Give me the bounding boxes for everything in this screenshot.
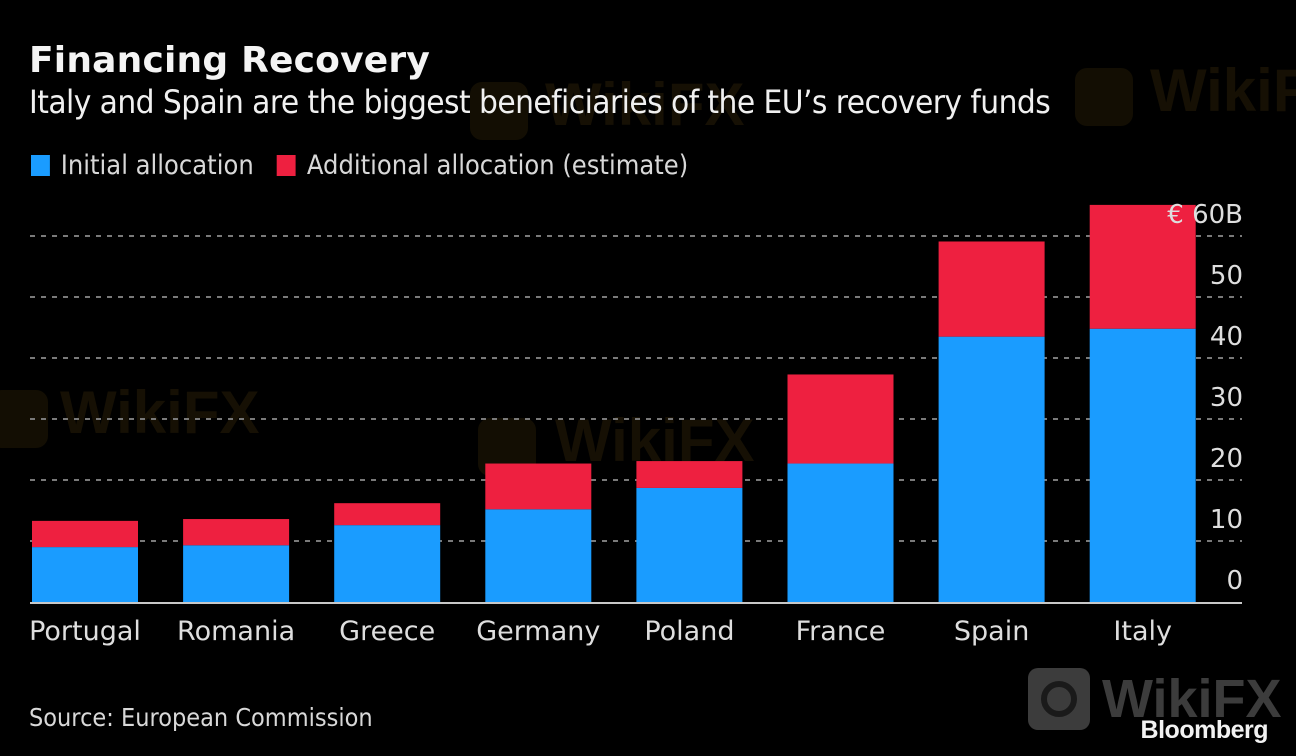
legend-item-initial: Initial allocation [31, 150, 254, 181]
bar-additional-poland [636, 461, 743, 488]
bar-additional-spain [938, 241, 1045, 337]
bar-additional-greece [334, 503, 441, 526]
chart-subtitle: Italy and Spain are the biggest benefici… [29, 83, 1051, 121]
x-tick-label: Germany [476, 616, 600, 647]
y-tick-label: 20 [1210, 444, 1243, 474]
bar-initial-romania [183, 545, 290, 602]
axis: 0 10 20 30 40 50 € 60B Portugal Romania Greece Ger… [29, 200, 1243, 647]
legend-label-initial: Initial allocation [60, 150, 254, 181]
legend: Initial allocation Additional allocation… [31, 150, 712, 181]
bar-initial-france [787, 463, 894, 602]
gridlines [30, 235, 1242, 542]
y-tick-label: 0 [1226, 566, 1243, 596]
y-tick-label: € 60B [1167, 200, 1243, 230]
x-tick-label: Portugal [29, 616, 141, 647]
bar-additional-portugal [32, 520, 138, 548]
legend-label-additional: Additional allocation (estimate) [306, 150, 689, 181]
y-tick-label: 10 [1210, 505, 1243, 535]
x-tick-label: Romania [177, 616, 295, 647]
chart-title: Financing Recovery [29, 40, 431, 81]
legend-swatch-initial [31, 155, 50, 176]
source-note: Source: European Commission [29, 703, 373, 732]
bar-initial-portugal [32, 547, 138, 602]
y-tick-label: 50 [1210, 261, 1243, 291]
x-tick-label: Spain [954, 616, 1029, 647]
x-tick-label: Greece [339, 616, 435, 647]
x-tick-label: Poland [644, 616, 734, 647]
bar-initial-greece [334, 525, 441, 602]
legend-swatch-additional [277, 155, 297, 176]
bar-initial-spain [938, 336, 1045, 602]
bloomberg-logo: Bloomberg [1140, 716, 1269, 744]
legend-item-additional: Additional allocation (estimate) [277, 150, 688, 181]
x-tick-label: Italy [1113, 616, 1172, 647]
x-tick-label: France [796, 616, 886, 647]
y-tick-label: 40 [1210, 322, 1243, 352]
bar-additional-germany [485, 463, 592, 510]
bar-additional-italy [1089, 204, 1196, 329]
bar-additional-romania [183, 519, 290, 546]
bar-initial-poland [636, 487, 743, 602]
bars [32, 204, 1196, 602]
bar-additional-france [787, 374, 894, 464]
y-tick-label: 30 [1210, 383, 1243, 413]
bar-initial-germany [485, 509, 592, 602]
bar-initial-italy [1089, 328, 1196, 602]
